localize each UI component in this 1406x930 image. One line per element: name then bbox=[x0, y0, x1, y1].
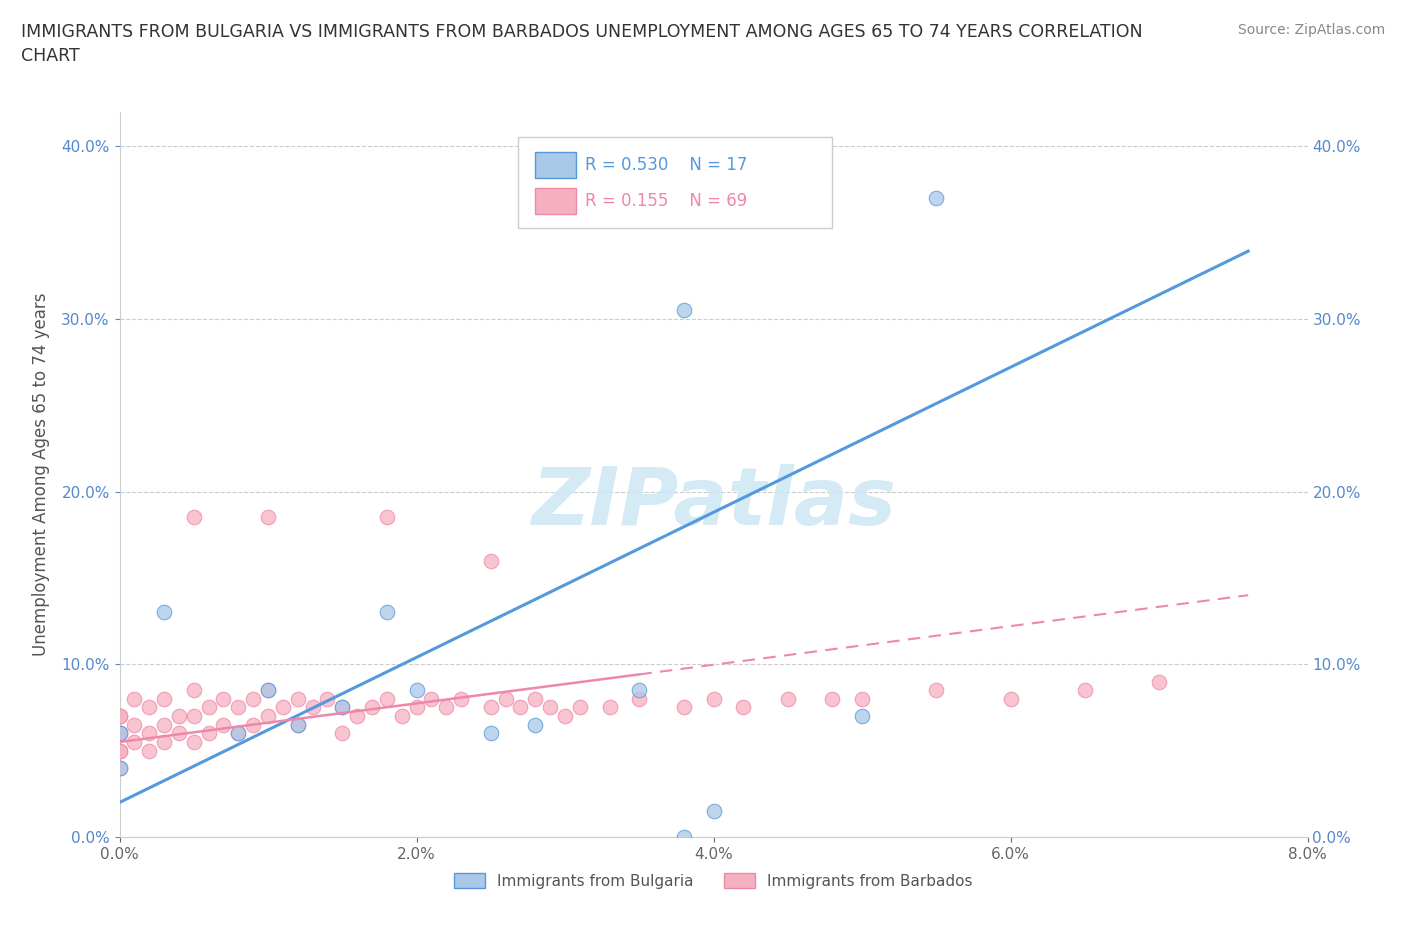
Point bbox=[405, 683, 427, 698]
Point bbox=[733, 700, 755, 715]
Point bbox=[1000, 691, 1022, 706]
Point bbox=[301, 700, 323, 715]
Point bbox=[108, 726, 131, 741]
Point bbox=[495, 691, 517, 706]
Point bbox=[1074, 683, 1097, 698]
Point bbox=[138, 700, 160, 715]
Point bbox=[450, 691, 472, 706]
Point bbox=[851, 691, 873, 706]
Point bbox=[153, 605, 176, 620]
Point bbox=[108, 761, 131, 776]
Y-axis label: Unemployment Among Ages 65 to 74 years: Unemployment Among Ages 65 to 74 years bbox=[32, 293, 51, 656]
Point bbox=[228, 726, 250, 741]
Point bbox=[153, 691, 176, 706]
FancyBboxPatch shape bbox=[536, 153, 575, 179]
Point bbox=[212, 691, 235, 706]
Point bbox=[1147, 674, 1170, 689]
Point bbox=[672, 830, 695, 844]
Point bbox=[361, 700, 384, 715]
Point bbox=[124, 717, 146, 732]
Point bbox=[124, 691, 146, 706]
Point bbox=[228, 726, 250, 741]
Point bbox=[287, 717, 309, 732]
Point bbox=[197, 700, 219, 715]
Point bbox=[124, 735, 146, 750]
Point bbox=[242, 717, 264, 732]
Point bbox=[375, 691, 398, 706]
Point bbox=[434, 700, 457, 715]
Point bbox=[108, 743, 131, 758]
Point bbox=[108, 743, 131, 758]
Point bbox=[568, 700, 591, 715]
Point bbox=[242, 691, 264, 706]
Point bbox=[183, 709, 205, 724]
Point bbox=[479, 726, 502, 741]
Text: ZIPatlas: ZIPatlas bbox=[531, 464, 896, 542]
Point bbox=[271, 700, 294, 715]
Point bbox=[405, 700, 427, 715]
Point bbox=[138, 726, 160, 741]
Point bbox=[287, 691, 309, 706]
Point bbox=[108, 726, 131, 741]
Point bbox=[599, 700, 621, 715]
Point bbox=[108, 709, 131, 724]
Text: Source: ZipAtlas.com: Source: ZipAtlas.com bbox=[1237, 23, 1385, 37]
Point bbox=[851, 709, 873, 724]
Point bbox=[703, 691, 725, 706]
Point bbox=[330, 700, 353, 715]
Point bbox=[138, 743, 160, 758]
Text: R = 0.155    N = 69: R = 0.155 N = 69 bbox=[585, 192, 748, 210]
Point bbox=[821, 691, 844, 706]
Legend: Immigrants from Bulgaria, Immigrants from Barbados: Immigrants from Bulgaria, Immigrants fro… bbox=[449, 867, 979, 895]
Point bbox=[925, 191, 948, 206]
Point bbox=[257, 683, 280, 698]
Point bbox=[524, 691, 547, 706]
Point bbox=[672, 700, 695, 715]
Point bbox=[287, 717, 309, 732]
Point bbox=[153, 717, 176, 732]
Point bbox=[183, 683, 205, 698]
Point bbox=[108, 761, 131, 776]
Point bbox=[257, 510, 280, 525]
Point bbox=[108, 726, 131, 741]
Point bbox=[330, 726, 353, 741]
Point bbox=[925, 683, 948, 698]
Point bbox=[346, 709, 368, 724]
Point bbox=[628, 683, 651, 698]
Point bbox=[509, 700, 531, 715]
Point bbox=[183, 510, 205, 525]
Point bbox=[538, 700, 561, 715]
FancyBboxPatch shape bbox=[536, 188, 575, 214]
Point bbox=[672, 303, 695, 318]
Point bbox=[197, 726, 219, 741]
Point bbox=[554, 709, 576, 724]
Text: R = 0.530    N = 17: R = 0.530 N = 17 bbox=[585, 155, 748, 174]
Point bbox=[375, 510, 398, 525]
Point bbox=[167, 709, 190, 724]
Point bbox=[375, 605, 398, 620]
Point bbox=[183, 735, 205, 750]
Point bbox=[524, 717, 547, 732]
FancyBboxPatch shape bbox=[517, 137, 832, 228]
Text: IMMIGRANTS FROM BULGARIA VS IMMIGRANTS FROM BARBADOS UNEMPLOYMENT AMONG AGES 65 : IMMIGRANTS FROM BULGARIA VS IMMIGRANTS F… bbox=[21, 23, 1143, 65]
Point bbox=[703, 804, 725, 818]
Point bbox=[257, 709, 280, 724]
Point bbox=[330, 700, 353, 715]
Point bbox=[628, 691, 651, 706]
Point bbox=[391, 709, 413, 724]
Point bbox=[420, 691, 443, 706]
Point bbox=[212, 717, 235, 732]
Point bbox=[257, 683, 280, 698]
Point bbox=[108, 709, 131, 724]
Point bbox=[479, 553, 502, 568]
Point bbox=[167, 726, 190, 741]
Point bbox=[776, 691, 799, 706]
Point bbox=[228, 700, 250, 715]
Point bbox=[479, 700, 502, 715]
Point bbox=[316, 691, 339, 706]
Point bbox=[153, 735, 176, 750]
